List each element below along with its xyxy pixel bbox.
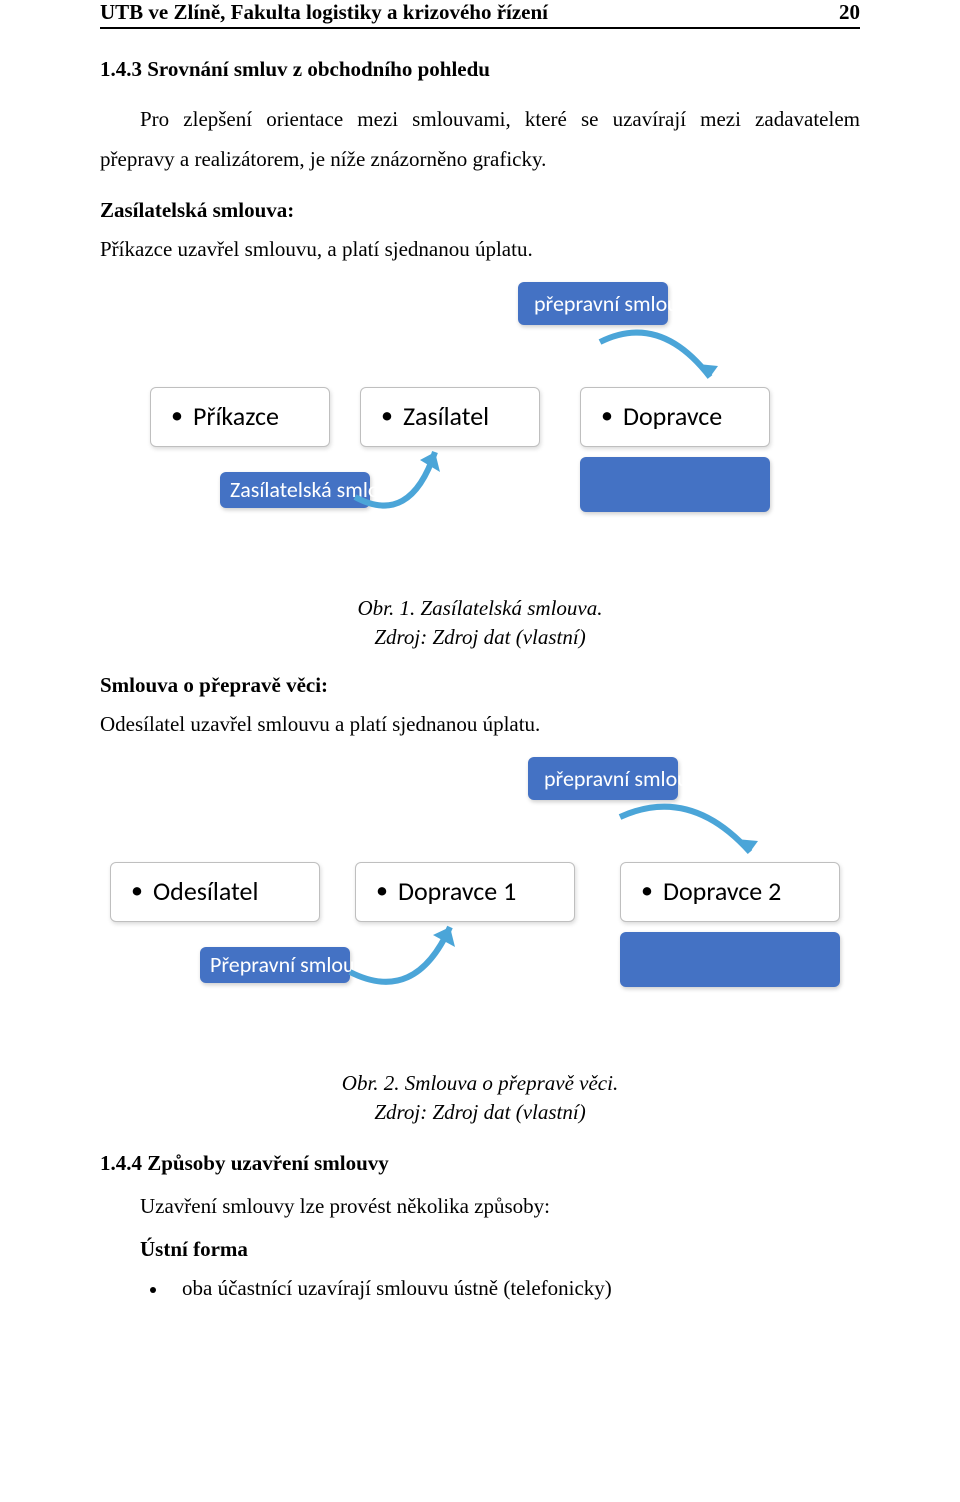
caption-line: Zdroj: Zdroj dat (vlastní) [100,1098,860,1127]
diagram1-blue-block [580,457,770,512]
diagram2-top-label: přepravní smlouva [528,757,678,800]
diagram-1: přepravní smlouva Příkazce Zasílatel Dop… [130,282,860,582]
diagram1-card-prikazce: Příkazce [150,387,330,447]
sub1-title: Zasílatelská smlouva: [100,198,860,223]
page-header: UTB ve Zlíně, Fakulta logistiky a krizov… [100,0,860,29]
sub2-title: Smlouva o přepravě věci: [100,673,860,698]
section-1-4-4-heading: 1.4.4 Způsoby uzavření smlouvy [100,1151,860,1176]
diagram1-top-label: přepravní smlouva [518,282,668,325]
sub2-para: Odesílatel uzavřel smlouvu a platí sjedn… [100,712,860,737]
diagram2-bottom-label: Přepravní smlouva [200,947,350,983]
sub1-para: Příkazce uzavřel smlouvu, a platí sjedna… [100,237,860,262]
caption-line: Obr. 1. Zasílatelská smlouva. [100,594,860,623]
figure1-caption: Obr. 1. Zasílatelská smlouva. Zdroj: Zdr… [100,594,860,653]
card-label: Příkazce [193,400,279,432]
card-label: Dopravce 1 [398,875,516,907]
arrow-icon [335,907,475,997]
ustni-forma-title: Ústní forma [140,1237,860,1262]
diagram-2: přepravní smlouva Odesílatel Dopravce 1 … [110,757,860,1057]
section-1-4-3-para: Pro zlepšení orientace mezi smlouvami, k… [100,100,860,180]
header-title: UTB ve Zlíně, Fakulta logistiky a krizov… [100,0,548,25]
arrow-icon [590,322,730,392]
figure2-caption: Obr. 2. Smlouva o přepravě věci. Zdroj: … [100,1069,860,1128]
diagram2-blue-block [620,932,840,987]
list-item: oba účastnící uzavírají smlouvu ústně (t… [150,1276,860,1301]
section-1-4-3-heading: 1.4.3 Srovnání smluv z obchodního pohled… [100,57,860,82]
caption-line: Obr. 2. Smlouva o přepravě věci. [100,1069,860,1098]
diagram2-card-dopravce2: Dopravce 2 [620,862,840,922]
header-page-number: 20 [839,0,860,25]
bullet-icon [150,1287,156,1293]
section-1-4-4-para: Uzavření smlouvy lze provést několika zp… [140,1194,860,1219]
card-label: Zasílatel [403,400,489,432]
bullet-text: oba účastnící uzavírají smlouvu ústně (t… [182,1276,612,1301]
caption-line: Zdroj: Zdroj dat (vlastní) [100,623,860,652]
card-label: Odesílatel [153,875,258,907]
diagram2-card-odesilatel: Odesílatel [110,862,320,922]
arrow-icon [610,797,770,867]
card-label: Dopravce [623,400,722,432]
arrow-icon [340,432,460,522]
diagram1-card-dopravce: Dopravce [580,387,770,447]
card-label: Dopravce 2 [663,875,781,907]
